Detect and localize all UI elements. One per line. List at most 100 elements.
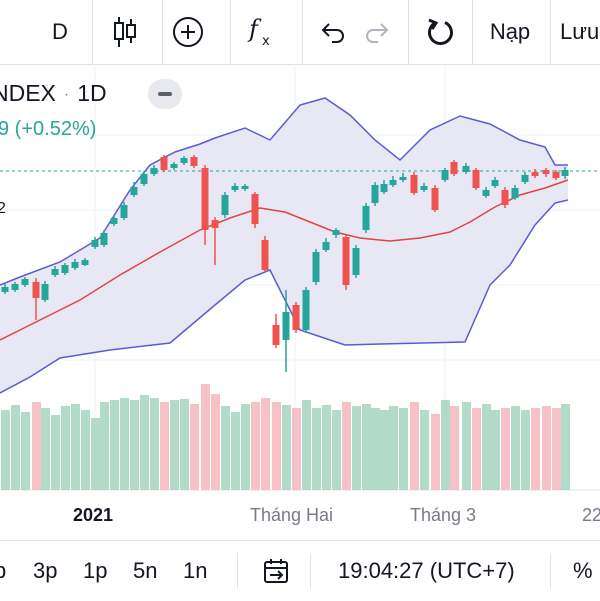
range-1m-label: 1p [83,558,108,583]
candle-body [380,184,388,192]
interval-label: D [52,19,68,44]
candle-body [399,177,407,180]
percent-label: % [573,558,593,583]
candle-body [450,162,458,174]
reload-icon[interactable] [418,0,462,64]
legend-interval: 1D [77,80,107,106]
bollinger-basis [0,179,569,341]
candle-body [251,194,259,224]
range-3m-button[interactable]: 3p [33,541,57,601]
candle-body [130,187,138,195]
save-label: Lưu [560,19,600,44]
legend-change: 9 (+0.52%) [0,118,97,140]
candle-body [11,284,19,290]
candle-body [521,175,529,182]
candle-body [110,218,118,224]
candle-body [342,237,350,285]
range-partial-button[interactable]: p [0,541,6,601]
candle-body [170,164,178,168]
candle-body [362,206,370,230]
candle-body [282,312,290,340]
candle-body [272,325,280,345]
bollinger-band-fill [0,98,568,393]
toolbar-divider [408,0,409,64]
candles [1,155,569,372]
load-button[interactable]: Nạp [480,0,540,64]
toolbar-divider [550,0,551,64]
range-1m-button[interactable]: 1p [83,541,107,601]
candle-body [160,157,168,170]
candle-body [410,175,418,193]
range-1y-label: 1n [183,558,208,583]
candle-body [511,188,519,198]
candle-body [389,180,397,185]
candle-body [501,190,509,205]
toolbar-divider [230,0,231,64]
candle-body [332,230,340,235]
candle-body [91,240,99,247]
left-axis-tick: 2 [0,200,6,217]
bollinger-upper-band [0,97,568,286]
candle-body [241,186,249,189]
time-display[interactable]: 19:04:27 (UTC+7) [338,541,515,601]
x-label-2021: 2021 [73,505,114,525]
candle-body [180,158,188,163]
plus-circle-icon[interactable] [165,0,211,64]
svg-text:x: x [262,34,270,49]
load-label: Nạp [489,19,531,44]
collapse-legend-button[interactable] [148,79,182,109]
bottom-divider [310,553,311,589]
candle-body [472,170,480,188]
candle-body [561,170,569,176]
candle-body [552,172,560,178]
bottom-divider [237,553,238,589]
legend-dot: · [63,85,70,103]
bottom-toolbar: p 3p 1p 5n 1n 19:04:27 (UTC+7) % [0,540,600,601]
x-label-mar: Tháng 3 [410,505,477,525]
range-5y-label: 5n [133,558,158,583]
x-label-22: 22 [582,505,600,525]
range-3m-label: 3p [33,558,58,583]
date-range-icon[interactable] [262,541,292,601]
candle-body [531,172,539,176]
candle-body [302,290,310,330]
range-5y-button[interactable]: 5n [133,541,157,601]
candle-body [140,174,148,184]
candle-body [190,157,198,166]
candle-body [21,279,29,285]
candlestick-icon[interactable] [100,0,150,64]
svg-text:f: f [247,15,262,43]
candle-body [482,190,490,196]
toolbar-divider [162,0,163,64]
candle-body [1,287,9,292]
legend-symbol: NDEX [0,80,56,106]
x-label-feb: Tháng Hai [250,505,334,525]
toolbar-divider [302,0,303,64]
range-1y-button[interactable]: 1n [183,541,207,601]
candle-body [261,240,269,270]
candle-body [420,186,428,190]
save-button[interactable]: Lưu [560,0,600,64]
candle-body [352,248,360,275]
toolbar-divider [92,0,93,64]
undo-icon[interactable] [312,0,352,64]
interval-button[interactable]: D [40,0,80,64]
candle-body [371,185,379,203]
minus-icon [158,92,172,96]
candle-body [51,269,59,275]
redo-icon[interactable] [358,0,398,64]
candle-body [312,252,320,282]
candle-body [61,265,69,273]
legend-title[interactable]: NDEX · 1D [0,80,107,107]
candle-body [491,180,499,186]
candle-body [32,282,40,298]
candle-body [211,220,219,228]
percent-button[interactable]: % [573,541,593,601]
candle-body [120,205,128,218]
toolbar-divider [472,0,473,64]
candle-body [462,166,470,172]
candle-body [150,168,158,174]
candle-body [292,305,300,330]
